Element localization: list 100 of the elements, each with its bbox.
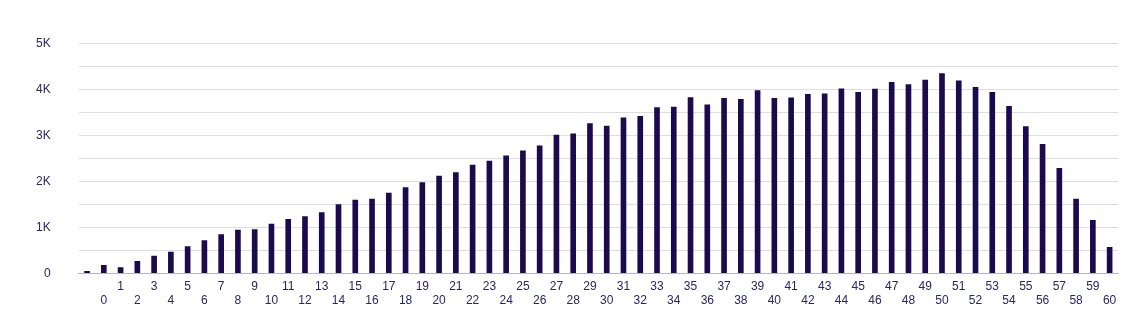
x-tick-label: 49 — [918, 278, 933, 293]
bar — [955, 80, 962, 274]
bar — [503, 155, 509, 274]
bar — [285, 219, 292, 274]
x-tick-label: 59 — [1086, 278, 1100, 293]
x-tick-label: 25 — [516, 278, 530, 293]
x-tick-label: 14 — [331, 293, 346, 308]
x-tick-label: 51 — [952, 278, 966, 293]
bar — [704, 104, 711, 274]
x-tick-label: 8 — [234, 293, 242, 308]
bar — [1022, 126, 1029, 274]
x-tick-label: 23 — [482, 278, 497, 293]
x-tick-label: 43 — [817, 278, 832, 293]
x-tick-label: 22 — [465, 293, 480, 308]
bar — [1006, 105, 1012, 274]
bar — [520, 150, 526, 274]
bar — [168, 251, 174, 274]
bar — [419, 182, 426, 274]
x-tick-label: 53 — [985, 278, 1000, 293]
bar — [805, 93, 811, 274]
bar — [369, 198, 375, 274]
x-tick-label: 31 — [616, 278, 631, 293]
x-tick-label: 9 — [251, 278, 259, 293]
x-tick-label: 6 — [201, 293, 209, 308]
bar — [318, 212, 325, 274]
x-tick-label: 5 — [184, 278, 192, 293]
x-tick-label: 4 — [167, 293, 175, 308]
x-tick-label: 56 — [1035, 293, 1050, 308]
y-tick-label: 3K — [35, 127, 51, 142]
x-tick-label: 19 — [415, 278, 430, 293]
x-tick-label: 13 — [315, 278, 329, 293]
bar — [302, 216, 308, 274]
bar — [721, 98, 727, 274]
x-tick-label: 42 — [801, 293, 815, 308]
x-tick-label: 45 — [851, 278, 866, 293]
y-tick-label: 0 — [43, 265, 51, 280]
x-tick-label: 26 — [532, 293, 547, 308]
x-tick-label: 40 — [767, 293, 782, 308]
bar — [100, 265, 107, 274]
bar — [117, 267, 124, 274]
x-tick-label: 12 — [298, 293, 312, 308]
x-tick-label: 32 — [633, 293, 648, 308]
bar — [1073, 198, 1079, 274]
bar — [855, 92, 861, 274]
x-tick-label: 38 — [734, 293, 748, 308]
bar — [603, 125, 610, 274]
x-tick-label: 36 — [700, 293, 715, 308]
bar — [436, 175, 442, 274]
x-tick-label: 24 — [499, 293, 514, 308]
y-tick-label: 5K — [35, 35, 51, 50]
x-tick-label: 58 — [1069, 293, 1084, 308]
x-tick-label: 21 — [449, 278, 463, 293]
x-tick-label: 52 — [968, 293, 983, 308]
bar — [670, 106, 677, 274]
y-tick-label: 2K — [35, 173, 51, 188]
bar — [872, 88, 878, 274]
x-tick-label: 57 — [1052, 278, 1067, 293]
x-tick-label: 55 — [1019, 278, 1033, 293]
bar — [1056, 167, 1063, 274]
x-tick-label: 48 — [901, 293, 916, 308]
y-tick-label: 4K — [35, 81, 51, 96]
bar — [654, 107, 660, 274]
y-tick-label: 1K — [35, 219, 51, 234]
x-tick-label: 18 — [398, 293, 413, 308]
x-tick-label: 41 — [784, 278, 799, 293]
bar — [738, 98, 744, 274]
x-tick-label: 34 — [667, 293, 681, 308]
bar — [939, 73, 945, 274]
x-tick-label: 20 — [432, 293, 447, 308]
bar — [788, 97, 794, 274]
x-tick-label: 35 — [683, 278, 698, 293]
bar — [453, 172, 459, 274]
x-tick-label: 47 — [885, 278, 899, 293]
x-tick-label: 30 — [600, 293, 614, 308]
x-tick-label: 46 — [868, 293, 882, 308]
bar — [235, 229, 241, 274]
bar — [1090, 219, 1096, 274]
bar — [637, 116, 644, 274]
bar — [84, 271, 90, 274]
x-tick-label: 29 — [583, 278, 597, 293]
x-tick-label: 44 — [834, 293, 849, 308]
x-tick-label: 50 — [935, 293, 949, 308]
bar — [888, 81, 895, 274]
bar — [922, 79, 929, 274]
x-tick-label: 37 — [717, 278, 732, 293]
x-tick-label: 60 — [1102, 293, 1117, 308]
x-tick-label: 10 — [264, 293, 279, 308]
bar — [218, 234, 224, 274]
bar — [251, 229, 258, 274]
bar — [587, 123, 593, 274]
bar — [570, 133, 577, 274]
x-tick-label: 54 — [1002, 293, 1017, 308]
bar — [151, 255, 157, 274]
x-tick-label: 0 — [100, 293, 108, 308]
x-tick-label: 15 — [348, 278, 363, 293]
x-tick-label: 27 — [549, 278, 564, 293]
x-tick-label: 3 — [150, 278, 158, 293]
x-tick-label: 33 — [650, 278, 664, 293]
x-tick-label: 11 — [281, 278, 295, 293]
x-tick-label: 1 — [117, 278, 125, 293]
